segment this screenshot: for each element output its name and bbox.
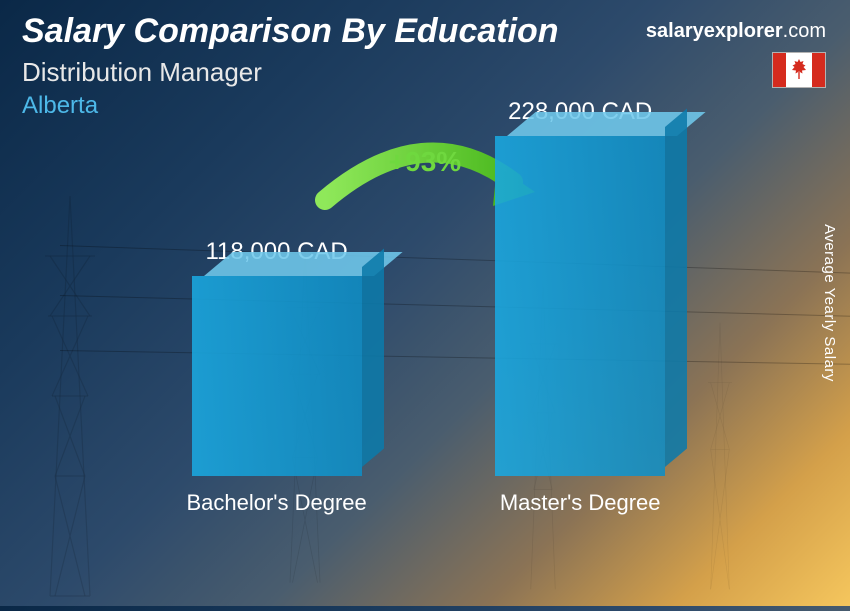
header: Salary Comparison By Education Distribut… <box>22 12 559 120</box>
percentage-increase: +93% <box>389 146 461 178</box>
chart-area: +93% 118,000 CAD Bachelor's Degree 228,0… <box>80 170 770 556</box>
bar-label: Bachelor's Degree <box>177 490 377 516</box>
y-axis-label: Average Yearly Salary <box>821 224 838 382</box>
brand-tld: .com <box>783 20 826 42</box>
location-label: Alberta <box>22 92 559 120</box>
page-subtitle: Distribution Manager <box>22 57 559 88</box>
canada-flag-icon <box>772 52 826 88</box>
bar-3d <box>192 276 362 476</box>
brand-name: salaryexplorer <box>646 20 783 42</box>
bar-3d <box>495 136 665 476</box>
bar-masters: 228,000 CAD Master's Degree <box>480 98 680 516</box>
site-brand: salaryexplorer.com <box>646 20 826 43</box>
bar-label: Master's Degree <box>480 490 680 516</box>
page-title: Salary Comparison By Education <box>22 12 559 51</box>
bar-bachelors: 118,000 CAD Bachelor's Degree <box>177 238 377 516</box>
